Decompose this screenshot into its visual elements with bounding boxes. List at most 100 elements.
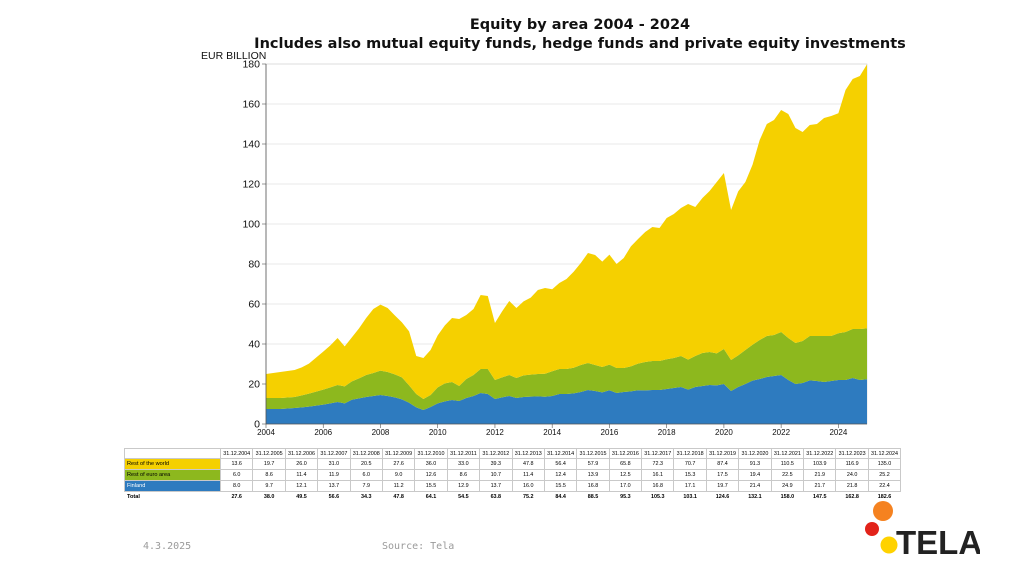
table-cell: 88.5	[576, 491, 610, 503]
table-column-header: 31.12.2022	[803, 448, 837, 459]
table-cell: 10.7	[479, 469, 513, 481]
table-cell: 11.2	[381, 480, 416, 492]
y-tick-label: 100	[242, 219, 260, 231]
x-tick-label: 2010	[429, 428, 447, 437]
table-cell: 34.3	[349, 491, 383, 503]
table-cell: 12.1	[284, 480, 319, 492]
table-cell: 13.9	[576, 469, 610, 481]
table-column-header: 31.12.2009	[381, 448, 416, 459]
y-axis-label: EUR BILLION	[201, 50, 267, 62]
table-cell: 12.9	[446, 480, 481, 492]
table-row: Rest of euro area 6.0 8.6 11.4 11.9 6.0 9.0 12.…	[124, 469, 902, 481]
table-cell: 26.0	[284, 458, 319, 470]
logo-yellow-dot	[880, 536, 898, 554]
table-cell: 103.1	[673, 491, 707, 503]
y-tick-label: 120	[242, 179, 260, 191]
table-column-header: 31.12.2018	[673, 448, 707, 459]
table-column-header: 31.12.2008	[349, 448, 383, 459]
table-row-label: Rest of the world	[124, 458, 221, 470]
table-cell: 135.0	[867, 458, 902, 470]
logo-orange-dot	[873, 501, 893, 521]
y-tick-label: 60	[248, 299, 260, 311]
table-cell: 16.0	[511, 480, 545, 492]
table-cell: 19.4	[738, 469, 772, 481]
table-cell: 8.6	[252, 469, 286, 481]
table-cell: 27.6	[381, 458, 416, 470]
table-row-label: Total	[124, 491, 221, 503]
table-cell: 17.0	[608, 480, 643, 492]
table-cell: 54.5	[446, 491, 481, 503]
area-euro-area	[266, 328, 867, 410]
y-tick-label: 180	[242, 59, 260, 71]
footer-source: Source: Tela	[382, 541, 455, 552]
table-cell: 19.7	[252, 458, 286, 470]
table-cell: 9.7	[252, 480, 286, 492]
chart-title-block: Equity by area 2004 - 2024 Includes also…	[200, 16, 960, 54]
table-cell: 21.8	[835, 480, 869, 492]
x-tick-label: 2014	[543, 428, 561, 437]
table-column-header: 31.12.2020	[738, 448, 772, 459]
table-column-header: 31.12.2023	[835, 448, 869, 459]
table-cell: 75.2	[511, 491, 545, 503]
table-column-header: 31.12.2010	[414, 448, 448, 459]
table-cell: 56.4	[543, 458, 578, 470]
table-cell: 56.6	[317, 491, 351, 503]
table-column-header: 31.12.2017	[641, 448, 675, 459]
table-cell: 19.7	[705, 480, 740, 492]
table-cell: 147.5	[803, 491, 837, 503]
table-cell: 16.8	[576, 480, 610, 492]
table-column-header: 31.12.2011	[446, 448, 481, 459]
table-cell: 17.1	[673, 480, 707, 492]
table-column-header: 31.12.2006	[284, 448, 319, 459]
table-cell: 38.0	[252, 491, 286, 503]
chart-title: Equity by area 2004 - 2024	[469, 17, 691, 33]
table-cell: 162.8	[835, 491, 869, 503]
table-row: Total 27.6 38.0 49.5 56.6 34.3 47.8 64.1 54.5 63.…	[124, 491, 902, 503]
table-cell: 47.8	[381, 491, 416, 503]
footer-date: 4.3.2025	[143, 541, 192, 552]
y-tick-label: 0	[254, 419, 260, 431]
table-cell: 6.0	[349, 469, 383, 481]
table-column-header: 31.12.2005	[252, 448, 286, 459]
table-cell: 91.3	[738, 458, 772, 470]
table-cell: 39.3	[479, 458, 513, 470]
y-tick-label: 80	[248, 259, 260, 271]
table-cell: 87.4	[705, 458, 740, 470]
table-cell: 13.6	[219, 458, 254, 470]
stacked-area-chart: 0 20 40 60 80 100 120 140 160 180 2004 2006 2008 2010…	[242, 59, 868, 437]
y-tick-label: 140	[242, 139, 260, 151]
table-cell: 7.9	[349, 480, 383, 492]
table-cell: 103.9	[803, 458, 837, 470]
table-column-header: 31.12.2004	[219, 448, 254, 459]
table-cell: 22.4	[867, 480, 902, 492]
table-cell: 65.8	[608, 458, 643, 470]
table-column-header: 31.12.2013	[511, 448, 545, 459]
table-corner	[124, 448, 221, 459]
table-cell: 25.2	[867, 469, 902, 481]
table-cell: 95.3	[608, 491, 643, 503]
y-tick-label: 160	[242, 99, 260, 111]
tela-logo: TELA	[860, 494, 982, 564]
table-column-header: 31.12.2012	[479, 448, 513, 459]
table-cell: 12.4	[543, 469, 578, 481]
table-cell: 36.0	[414, 458, 448, 470]
table-cell: 31.0	[317, 458, 351, 470]
table-cell: 116.9	[835, 458, 869, 470]
table-row: Finland 8.0 9.7 12.1 13.7 7.9 11.2 15.5 12.9 13.7…	[124, 480, 902, 492]
table-cell: 105.3	[641, 491, 675, 503]
x-tick-label: 2020	[715, 428, 733, 437]
table-cell: 24.0	[835, 469, 869, 481]
table-cell: 49.5	[284, 491, 319, 503]
table-row: Rest of the world 13.6 19.7 26.0 31.0 20.5 27.…	[124, 458, 902, 470]
table-cell: 11.4	[284, 469, 319, 481]
table-row-label: Finland	[124, 480, 221, 492]
table-column-header: 31.12.2024	[867, 448, 902, 459]
table-cell: 63.8	[479, 491, 513, 503]
table-cell: 15.3	[673, 469, 707, 481]
table-cell: 17.5	[705, 469, 740, 481]
table-cell: 12.5	[608, 469, 643, 481]
table-column-header: 31.12.2019	[705, 448, 740, 459]
table-cell: 15.5	[543, 480, 578, 492]
area-finland	[266, 375, 867, 424]
logo-red-dot	[865, 522, 879, 536]
